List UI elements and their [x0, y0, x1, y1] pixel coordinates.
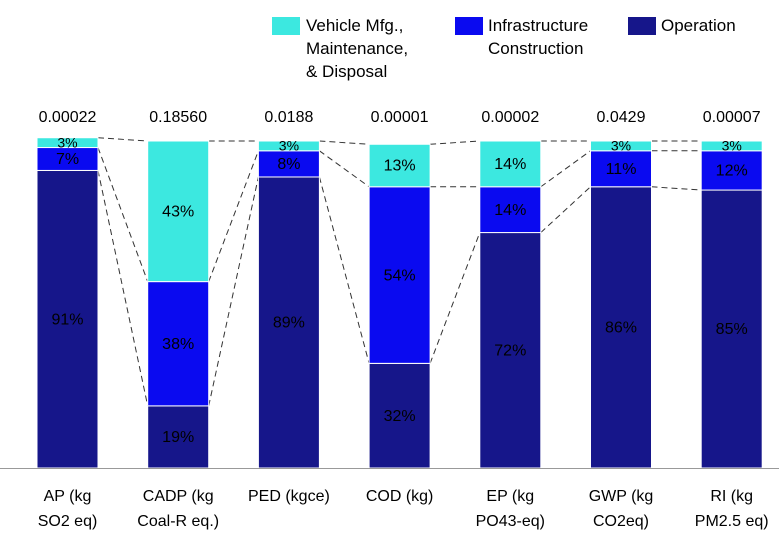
total-label: 0.0429 — [597, 109, 646, 126]
connector — [97, 147, 149, 282]
data-label: 14% — [494, 202, 526, 219]
data-label: 54% — [384, 267, 416, 284]
data-label: 7% — [56, 151, 79, 168]
data-label: 3% — [722, 138, 742, 154]
bar-segment — [590, 150, 652, 188]
bar-segment — [36, 137, 99, 149]
legend-label: Infrastructure Construction — [488, 16, 589, 58]
bar-segment — [368, 143, 431, 188]
x-tick-label: AP (kg — [44, 488, 92, 505]
data-label: 11% — [606, 161, 637, 178]
legend-label: Operation — [661, 16, 736, 35]
connector — [430, 140, 480, 145]
x-tick-label: PED (kgce) — [248, 488, 330, 505]
data-label: 38% — [162, 336, 194, 353]
connector — [318, 176, 370, 364]
data-label: 3% — [611, 138, 631, 154]
x-tick-label: PM2.5 eq) — [695, 513, 769, 530]
x-tick-label: PO43-eq) — [476, 513, 545, 530]
legend-swatch — [628, 17, 656, 35]
total-label: 0.00022 — [39, 109, 97, 126]
connector — [319, 140, 370, 145]
legend-swatch — [272, 17, 300, 35]
connector — [651, 186, 702, 191]
x-tick-label: CADP (kg — [143, 488, 214, 505]
data-label: 32% — [384, 408, 416, 425]
connector — [208, 150, 259, 282]
bar-segment — [700, 140, 763, 152]
x-tick-label: CO2eq) — [593, 513, 649, 530]
bar-segment — [590, 140, 652, 152]
legend-swatch — [455, 17, 483, 35]
bar-segment — [368, 186, 431, 364]
x-tick-label: COD (kg) — [366, 488, 434, 505]
connector — [97, 170, 149, 406]
x-tick-label: GWP (kg — [589, 488, 654, 505]
bar-segment — [147, 405, 210, 469]
data-label: 85% — [716, 321, 748, 338]
data-label: 86% — [605, 320, 637, 337]
connector — [540, 150, 591, 188]
bar-segment — [257, 140, 320, 152]
data-label: 91% — [51, 311, 83, 328]
bar-segment — [479, 232, 542, 469]
x-tick-label: SO2 eq) — [38, 513, 98, 530]
total-label: 0.18560 — [149, 109, 207, 126]
x-tick-label: EP (kg — [486, 488, 534, 505]
total-label: 0.00002 — [481, 109, 539, 126]
connector — [319, 150, 370, 188]
connector — [208, 176, 259, 406]
data-label: 19% — [162, 429, 194, 446]
total-label: 0.00007 — [703, 109, 761, 126]
legend-label: Vehicle Mfg., Maintenance, & Disposal — [306, 16, 409, 81]
bar-segment — [257, 176, 320, 469]
data-label: 72% — [494, 342, 526, 359]
x-tick-label: RI (kg — [710, 488, 753, 505]
connector — [97, 137, 148, 142]
bar-segment — [36, 169, 99, 469]
data-label: 43% — [162, 204, 194, 221]
connector — [540, 186, 591, 233]
data-label: 14% — [494, 156, 526, 173]
connector — [429, 232, 481, 364]
data-label: 89% — [273, 315, 305, 332]
bar-segment — [700, 189, 763, 469]
bar-segment — [257, 150, 320, 178]
bar-segment — [479, 186, 542, 234]
total-label: 0.00001 — [371, 109, 429, 126]
data-label: 12% — [716, 163, 748, 180]
total-label: 0.0188 — [264, 109, 313, 126]
data-label: 3% — [279, 138, 299, 154]
bar-segment — [479, 140, 542, 188]
bar-segment — [590, 186, 652, 469]
data-label: 8% — [277, 156, 300, 173]
data-label: 13% — [384, 158, 416, 175]
data-label: 3% — [57, 134, 77, 150]
bar-segment — [147, 140, 210, 283]
x-tick-label: Coal-R eq.) — [137, 513, 219, 530]
